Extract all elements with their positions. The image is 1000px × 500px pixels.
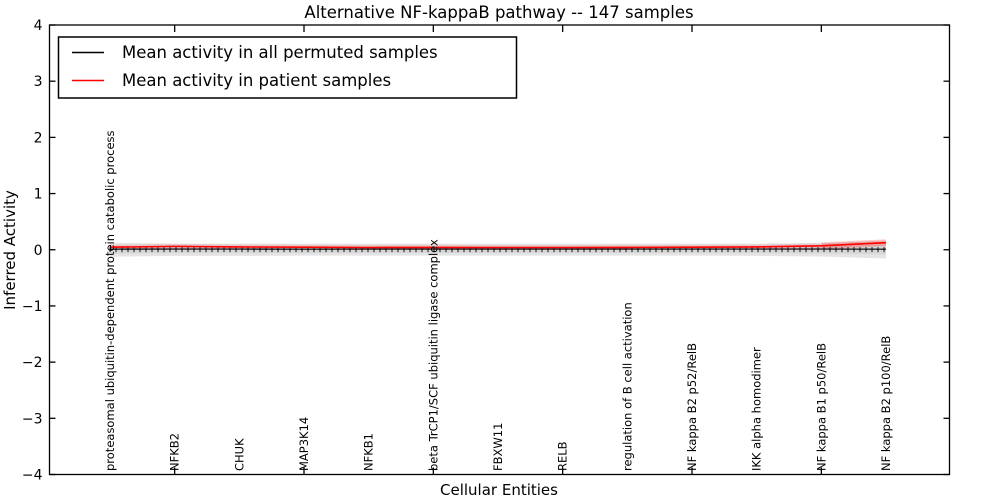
data-series xyxy=(109,239,887,253)
y-axis-label: Inferred Activity xyxy=(1,190,19,310)
legend-label-permuted: Mean activity in all permuted samples xyxy=(122,43,438,62)
x-tick-label: FBXW11 xyxy=(491,423,505,471)
x-tick-label: NF kappa B1 p50/RelB xyxy=(814,343,828,471)
y-tick-label: 2 xyxy=(34,130,43,146)
y-tick-label: 0 xyxy=(34,243,43,259)
y-tick-label: 4 xyxy=(34,18,43,34)
patient-line xyxy=(109,241,887,249)
x-tick-labels: proteasomal ubiquitin-dependent protein … xyxy=(103,130,893,471)
axis-ticks xyxy=(49,24,950,476)
x-tick-label: CHUK xyxy=(232,438,246,471)
y-tick-label: −2 xyxy=(22,355,43,371)
x-tick-label: beta TrCP1/SCF ubiquitin ligase complex xyxy=(426,239,440,471)
x-tick-label: MAP3K14 xyxy=(297,417,311,471)
y-tick-label: −1 xyxy=(22,299,43,315)
x-tick-label: NF kappa B2 p52/RelB xyxy=(685,343,699,471)
x-tick-label: NFKB1 xyxy=(362,433,376,471)
x-tick-label: RELB xyxy=(556,441,570,471)
y-tick-label: 3 xyxy=(34,74,43,90)
x-tick-label: NF kappa B2 p100/RelB xyxy=(879,336,893,471)
x-axis-label: Cellular Entities xyxy=(440,481,558,499)
x-tick-label: IKK alpha homodimer xyxy=(750,347,764,471)
x-tick-label: proteasomal ubiquitin-dependent protein … xyxy=(103,130,117,471)
chart-title: Alternative NF-kappaB pathway -- 147 sam… xyxy=(304,3,693,22)
legend-label-patient: Mean activity in patient samples xyxy=(122,71,391,90)
y-tick-label: −3 xyxy=(22,411,43,427)
x-tick-label: regulation of B cell activation xyxy=(620,302,634,471)
x-tick-label: NFKB2 xyxy=(168,433,182,471)
y-tick-labels: 4 3 2 1 0 −1 −2 −3 −4 xyxy=(22,18,43,484)
legend: Mean activity in all permuted samples Me… xyxy=(57,36,518,99)
legend-box xyxy=(57,36,518,99)
y-tick-label: −4 xyxy=(22,468,43,484)
y-tick-label: 1 xyxy=(34,187,43,203)
